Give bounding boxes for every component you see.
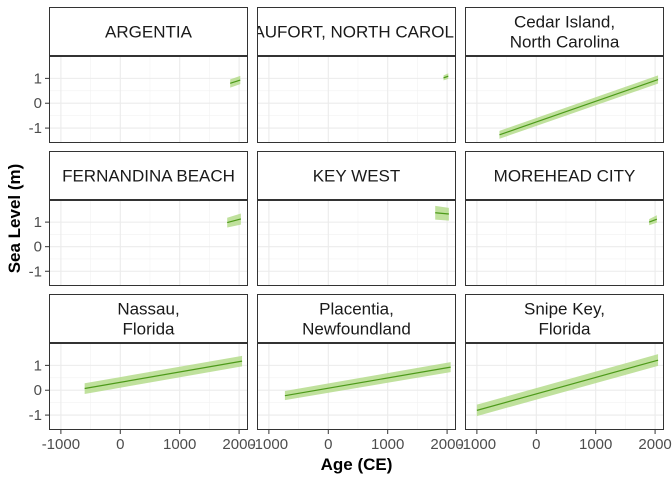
facet-strip-title-line: FERNANDINA BEACH	[62, 167, 235, 186]
x-tick-label: -1000	[250, 436, 288, 453]
trend-line	[229, 79, 241, 84]
facet-strip-background	[465, 294, 664, 343]
facet-strip-title: Cedar Island, North Carolina	[510, 13, 620, 52]
facet-strip-title: FERNANDINA BEACH	[62, 167, 235, 186]
facet-panel-7: Placentia, Newfoundland -1000 0 1000 2000	[250, 294, 464, 453]
panel-background	[49, 200, 248, 286]
trend-line	[435, 212, 449, 215]
trend-line	[499, 79, 659, 136]
facet-strip-border	[257, 294, 456, 343]
x-tick-label: 0	[324, 436, 332, 453]
x-tick-label: 2000	[222, 436, 255, 453]
facet-strip-title-line: Nassau,	[117, 300, 179, 319]
panel-background	[49, 343, 248, 430]
facet-strip-background	[465, 151, 664, 200]
panel-background	[465, 200, 664, 286]
panel-border	[49, 200, 248, 286]
facet-strip-title-line: MOREHEAD CITY	[494, 167, 636, 186]
panel-background	[465, 56, 664, 143]
facet-strip-title-line: Florida	[539, 320, 592, 339]
facet-strip-border	[465, 151, 664, 200]
facet-strip-border	[257, 151, 456, 200]
panel-border	[465, 343, 664, 430]
y-tick-label: 1	[34, 357, 42, 374]
panel-background	[257, 200, 456, 286]
facet-strip-title-line: BEAUFORT, NORTH CAROLINA	[231, 23, 483, 42]
facet-strip-background	[257, 7, 456, 56]
y-tick-label: 0	[34, 382, 42, 399]
trend-line	[84, 360, 243, 390]
panel-border	[257, 343, 456, 430]
facet-strip-title-line: Newfoundland	[302, 320, 411, 339]
x-tick-label: 2000	[430, 436, 463, 453]
facet-strip-border	[465, 294, 664, 343]
panel-border	[465, 200, 664, 286]
facet-panel-2: Cedar Island, North Carolina	[465, 7, 664, 143]
panel-border	[465, 56, 664, 143]
y-axis-title: Sea Level (m)	[5, 164, 24, 274]
facet-strip-title: BEAUFORT, NORTH CAROLINA	[231, 23, 483, 42]
y-tick-label: 1	[34, 70, 42, 87]
x-tick-label: 1000	[371, 436, 404, 453]
x-tick-label: 0	[116, 436, 124, 453]
y-tick-label: 1	[34, 214, 42, 231]
facet-strip-background	[49, 7, 248, 56]
facet-strip-title-line: Cedar Island,	[514, 13, 615, 32]
facet-strip-border	[465, 7, 664, 56]
facet-panel-5: MOREHEAD CITY	[465, 151, 664, 286]
facet-strip-background	[465, 7, 664, 56]
facet-strip-title-line: Florida	[123, 320, 176, 339]
facet-strip-border	[49, 294, 248, 343]
y-tick-label: -1	[29, 120, 42, 137]
facet-strip-title: Placentia, Newfoundland	[302, 300, 411, 339]
facet-strip-border	[257, 7, 456, 56]
panel-border	[257, 200, 456, 286]
x-tick-label: 1000	[163, 436, 196, 453]
x-tick-label: 2000	[638, 436, 671, 453]
y-tick-label: -1	[29, 407, 42, 424]
facet-strip-title-line: North Carolina	[510, 33, 620, 52]
y-tick-label: -1	[29, 263, 42, 280]
facet-strip-title-line: KEY WEST	[313, 167, 401, 186]
facet-strip-title: KEY WEST	[313, 167, 401, 186]
facet-strip-background	[49, 294, 248, 343]
facet-strip-background	[49, 151, 248, 200]
panel-background	[257, 56, 456, 143]
facet-panel-8: Snipe Key, Florida -1000 0 1000 2000	[458, 294, 672, 453]
panel-background	[49, 56, 248, 143]
facet-strip-border	[49, 151, 248, 200]
x-tick-label: -1000	[42, 436, 80, 453]
facet-panel-4: KEY WEST	[257, 151, 456, 286]
y-tick-label: 0	[34, 239, 42, 256]
trend-line	[476, 359, 659, 411]
facet-strip-title: Nassau, Florida	[117, 300, 179, 339]
y-tick-label: 0	[34, 95, 42, 112]
facet-strip-background	[257, 151, 456, 200]
trend-line	[227, 218, 242, 224]
facet-panel-1: BEAUFORT, NORTH CAROLINA	[231, 7, 483, 143]
facet-strip-title-line: Snipe Key,	[524, 300, 605, 319]
trend-line	[648, 218, 658, 223]
panel-border	[49, 343, 248, 430]
trend-line	[284, 366, 451, 397]
facet-strip-border	[49, 7, 248, 56]
facet-strip-title: ARGENTIA	[105, 23, 193, 42]
x-axis-title: Age (CE)	[321, 455, 393, 474]
panel-border	[257, 56, 456, 143]
facet-strip-title-line: Placentia,	[319, 300, 394, 319]
panel-border	[49, 56, 248, 143]
x-tick-label: 0	[532, 436, 540, 453]
facet-panel-6: Nassau, Florida -1 0 1 -1000 0 1000 2000	[29, 294, 256, 453]
trend-line	[443, 75, 449, 79]
x-tick-label: 1000	[579, 436, 612, 453]
facet-strip-title-line: ARGENTIA	[105, 23, 193, 42]
facet-panel-0: ARGENTIA -1 0 1	[29, 7, 248, 143]
facet-panel-3: FERNANDINA BEACH -1 0 1	[29, 151, 248, 286]
facet-strip-title: MOREHEAD CITY	[494, 167, 636, 186]
facet-strip-background	[257, 294, 456, 343]
x-tick-label: -1000	[458, 436, 496, 453]
facet-strip-title: Snipe Key, Florida	[524, 300, 605, 339]
